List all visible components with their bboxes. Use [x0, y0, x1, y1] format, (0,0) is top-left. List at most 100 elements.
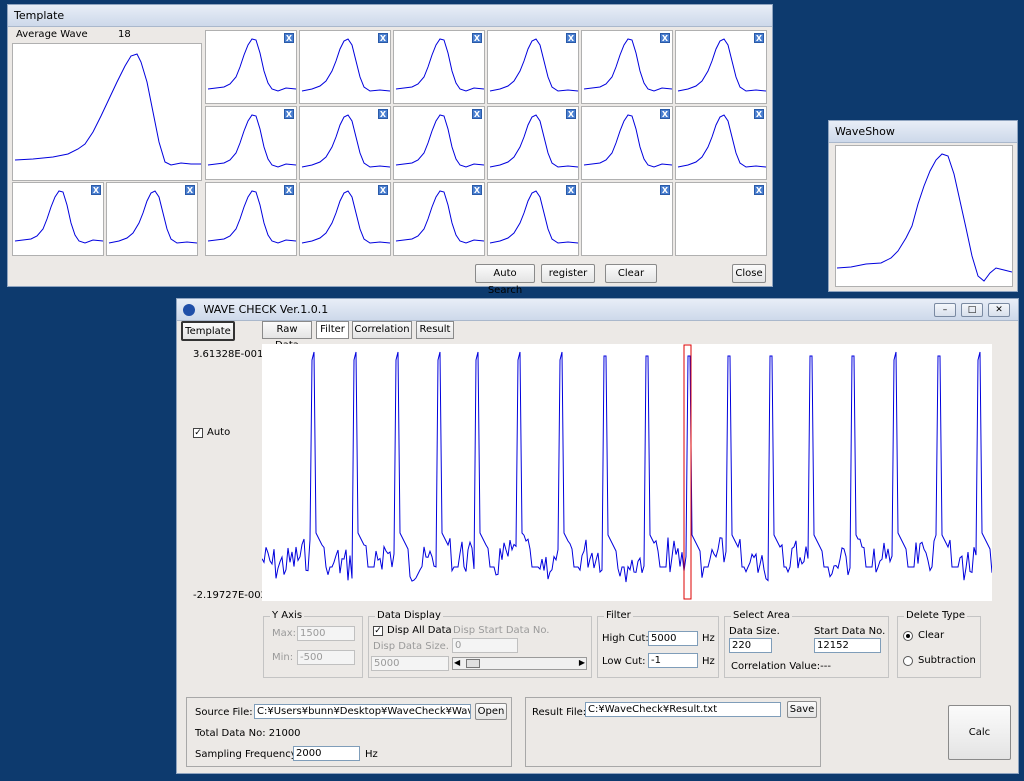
template-thumbnail[interactable]: X — [299, 106, 391, 180]
scroll-right-icon[interactable]: ▶ — [578, 658, 585, 667]
result-file-group — [525, 697, 821, 767]
template-thumbnail[interactable]: X — [205, 182, 297, 256]
thumbnail-wave — [395, 190, 484, 244]
template-thumbnail[interactable]: X — [205, 30, 297, 104]
thumbnail-delete-icon[interactable]: X — [472, 185, 482, 195]
template-thumbnail[interactable]: X — [106, 182, 198, 256]
maximize-button[interactable]: □ — [961, 303, 983, 317]
source-file-field[interactable]: C:¥Users¥bunn¥Desktop¥WaveCheck¥WaveChec… — [254, 704, 471, 719]
template-thumbnail[interactable]: X — [393, 30, 485, 104]
thumbnail-delete-icon[interactable]: X — [472, 109, 482, 119]
y-min-readout: -2.19727E-002 — [193, 590, 267, 601]
y-min-field[interactable]: -500 — [297, 650, 355, 665]
y-max-field[interactable]: 1500 — [297, 626, 355, 641]
template-thumbnail[interactable]: X — [205, 106, 297, 180]
thumbnail-delete-icon[interactable]: X — [566, 185, 576, 195]
template-thumbnail[interactable]: X — [675, 106, 767, 180]
thumbnail-wave — [489, 190, 578, 244]
auto-search-button[interactable]: Auto Search — [475, 264, 535, 296]
thumbnail-delete-icon[interactable]: X — [754, 33, 764, 43]
template-thumbnail[interactable]: X — [581, 30, 673, 104]
tab-raw-data[interactable]: Raw Data — [262, 321, 312, 351]
minimize-button[interactable]: – — [934, 303, 956, 317]
tab-correlation[interactable]: Correlation — [352, 321, 412, 339]
template-thumbnail[interactable]: X — [675, 182, 767, 256]
close-template-button[interactable]: Close — [732, 264, 766, 283]
template-thumbnail[interactable]: X — [393, 182, 485, 256]
waveform-panel[interactable] — [262, 344, 992, 601]
disp-size-field[interactable]: 5000 — [371, 656, 449, 671]
thumbnail-delete-icon[interactable]: X — [754, 109, 764, 119]
app-logo-icon — [183, 304, 195, 316]
thumbnail-delete-icon[interactable]: X — [660, 109, 670, 119]
low-cut-field[interactable]: -1 — [648, 653, 698, 668]
disp-start-label: Disp Start Data No. — [453, 625, 550, 636]
main-window-title: WAVE CHECK Ver.1.0.1 — [203, 303, 329, 316]
thumbnail-wave — [395, 114, 484, 168]
scroll-left-icon[interactable]: ◀ — [454, 658, 461, 667]
template-window: Template Average Wave 18 Auto Search reg… — [7, 4, 773, 296]
delete-clear-radio[interactable] — [903, 631, 913, 641]
open-button[interactable]: Open — [475, 703, 507, 720]
template-thumbnail[interactable]: X — [487, 106, 579, 180]
thumbnail-delete-icon[interactable]: X — [378, 33, 388, 43]
high-cut-field[interactable]: 5000 — [648, 631, 698, 646]
template-button[interactable]: Template — [181, 321, 235, 341]
disp-all-checkbox[interactable]: ✓ — [373, 626, 383, 636]
result-file-label: Result File: — [532, 707, 587, 718]
sampling-frequency-unit: Hz — [365, 749, 378, 760]
template-thumbnail[interactable]: X — [299, 30, 391, 104]
thumbnail-delete-icon[interactable]: X — [566, 109, 576, 119]
y-axis-group: Y Axis — [263, 610, 363, 678]
disp-size-label: Disp Data Size. — [373, 641, 449, 652]
thumbnail-delete-icon[interactable]: X — [284, 185, 294, 195]
total-data-label: Total Data No: 21000 — [195, 728, 301, 739]
template-thumbnail[interactable]: X — [487, 30, 579, 104]
thumbnail-delete-icon[interactable]: X — [754, 185, 764, 195]
thumbnail-delete-icon[interactable]: X — [185, 185, 195, 195]
thumbnail-delete-icon[interactable]: X — [566, 33, 576, 43]
close-window-button[interactable]: ✕ — [988, 303, 1010, 317]
thumbnail-delete-icon[interactable]: X — [378, 109, 388, 119]
filter-group: Filter — [597, 610, 719, 678]
clear-template-button[interactable]: Clear — [605, 264, 657, 283]
register-button[interactable]: register — [541, 264, 595, 283]
template-thumbnail[interactable]: X — [299, 182, 391, 256]
sampling-frequency-field[interactable]: 2000 — [293, 746, 360, 761]
thumbnail-delete-icon[interactable]: X — [284, 33, 294, 43]
tab-result[interactable]: Result — [416, 321, 454, 339]
source-file-label: Source File: — [195, 707, 253, 718]
scroll-thumb[interactable] — [466, 659, 480, 668]
thumbnail-delete-icon[interactable]: X — [91, 185, 101, 195]
disp-start-field[interactable]: 0 — [452, 638, 518, 653]
template-thumbnail[interactable]: X — [581, 106, 673, 180]
template-thumbnail[interactable]: X — [581, 182, 673, 256]
selection-marker[interactable] — [683, 344, 692, 600]
template-thumbnail[interactable]: X — [675, 30, 767, 104]
waveform-plot[interactable] — [262, 344, 992, 601]
save-button[interactable]: Save — [787, 701, 817, 718]
disp-scrollbar[interactable]: ◀ ▶ — [452, 657, 587, 670]
thumbnail-wave — [677, 114, 766, 168]
thumbnail-delete-icon[interactable]: X — [472, 33, 482, 43]
template-thumbnail[interactable]: X — [393, 106, 485, 180]
tab-filter[interactable]: Filter — [316, 321, 349, 339]
thumbnail-wave — [301, 190, 390, 244]
delete-subtraction-radio[interactable] — [903, 656, 913, 666]
select-start-field[interactable]: 12152 — [814, 638, 881, 653]
calc-button[interactable]: Calc — [948, 705, 1011, 760]
source-file-group — [186, 697, 512, 767]
thumbnail-delete-icon[interactable]: X — [660, 33, 670, 43]
template-thumbnail[interactable]: X — [487, 182, 579, 256]
result-file-field[interactable]: C:¥WaveCheck¥Result.txt — [585, 702, 781, 717]
auto-checkbox[interactable]: ✓ — [193, 428, 203, 438]
delete-subtraction-label: Subtraction — [918, 655, 976, 666]
thumbnail-delete-icon[interactable]: X — [284, 109, 294, 119]
thumbnail-delete-icon[interactable]: X — [378, 185, 388, 195]
y-min-label: Min: — [272, 652, 294, 663]
delete-type-title: Delete Type — [904, 610, 968, 621]
template-thumbnail[interactable]: X — [12, 182, 104, 256]
thumbnail-delete-icon[interactable]: X — [660, 185, 670, 195]
select-size-field[interactable]: 220 — [729, 638, 772, 653]
average-wave-label: Average Wave — [16, 29, 88, 40]
